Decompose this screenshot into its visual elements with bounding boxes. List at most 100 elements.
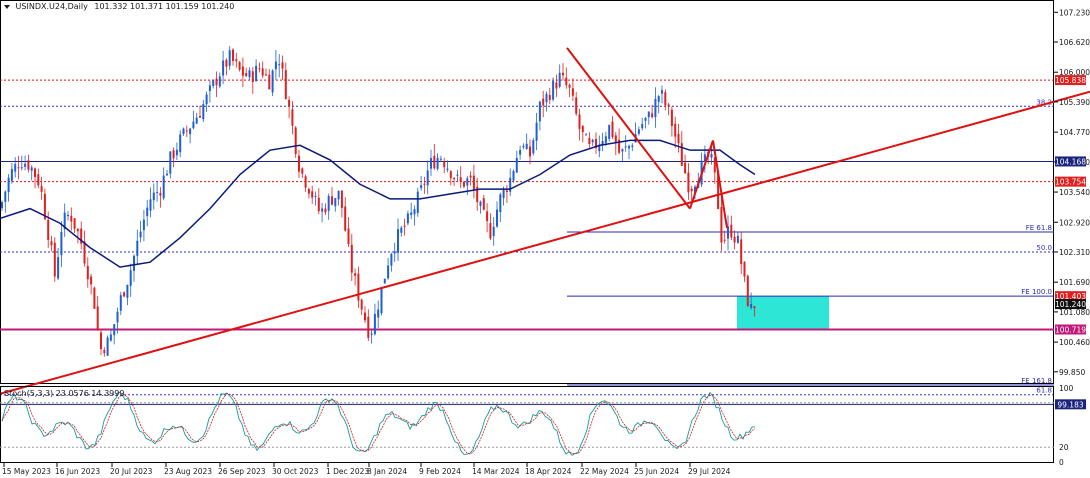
candle-body bbox=[545, 93, 548, 103]
candle-body bbox=[156, 191, 159, 193]
candle-body bbox=[10, 169, 13, 181]
candle-body bbox=[232, 49, 234, 62]
candle-body bbox=[139, 231, 142, 238]
candle-body bbox=[288, 99, 291, 107]
candle-body bbox=[146, 207, 149, 217]
candle-body bbox=[370, 333, 373, 335]
candle-body bbox=[581, 125, 584, 133]
stoch-level-label: 20 bbox=[1059, 443, 1069, 452]
candle-body bbox=[608, 124, 611, 139]
candle-body bbox=[215, 78, 218, 86]
candle-body bbox=[202, 104, 205, 120]
candle-body bbox=[736, 235, 739, 243]
candle-body bbox=[182, 128, 185, 134]
candle-body bbox=[241, 66, 244, 76]
candle-body bbox=[637, 129, 640, 134]
candle-body bbox=[680, 143, 683, 166]
candle-body bbox=[307, 188, 310, 194]
candle-body bbox=[152, 192, 155, 201]
price-badge-text: 101.403 bbox=[1055, 292, 1086, 301]
candle-body bbox=[133, 255, 135, 271]
candle-body bbox=[403, 225, 406, 227]
trendline bbox=[0, 90, 1090, 395]
candle-body bbox=[294, 127, 297, 154]
y-tick-label: 107.230 bbox=[1059, 8, 1090, 17]
candle-body bbox=[265, 74, 267, 76]
candle-body bbox=[40, 186, 43, 192]
trendline bbox=[689, 140, 714, 209]
candle-body bbox=[598, 144, 601, 152]
ohlc-values: 101.332 101.371 101.159 101.240 bbox=[94, 2, 235, 11]
candle-body bbox=[555, 82, 558, 89]
time-axis: 15 May 2023 16 Jun 2023 20 Jul 2023 23 Aug … bbox=[2, 463, 731, 476]
candle-body bbox=[364, 312, 366, 321]
x-tick-label: 9 Feb 2024 bbox=[419, 467, 461, 476]
candle-body bbox=[433, 155, 436, 169]
candle-body bbox=[505, 190, 508, 192]
price-badge-text: 104.168 bbox=[1055, 157, 1086, 166]
candle-body bbox=[261, 68, 264, 76]
price-badge bbox=[1055, 399, 1086, 410]
candle-body bbox=[377, 309, 380, 318]
trendline bbox=[712, 140, 728, 229]
price-badge-text: 100.719 bbox=[1055, 325, 1086, 334]
candle-body bbox=[106, 337, 109, 356]
candle-body bbox=[743, 261, 746, 277]
candle-body bbox=[387, 265, 390, 279]
candle-body bbox=[720, 207, 723, 243]
y-tick-label: 105.390 bbox=[1059, 98, 1090, 107]
candle-body bbox=[248, 70, 251, 78]
candle-body bbox=[212, 80, 215, 86]
candle-body bbox=[562, 72, 564, 76]
candle-body bbox=[727, 226, 729, 239]
candle-body bbox=[647, 111, 650, 118]
candle-body bbox=[449, 171, 452, 179]
y-tick-label: 101.080 bbox=[1059, 308, 1090, 317]
candle-body bbox=[416, 191, 419, 213]
main-frame bbox=[0, 0, 1054, 384]
candle-body bbox=[631, 145, 634, 147]
candle-body bbox=[268, 74, 271, 90]
candle-body bbox=[684, 162, 687, 174]
candle-body bbox=[548, 94, 551, 101]
candle-body bbox=[571, 88, 574, 96]
candle-body bbox=[34, 168, 36, 178]
candle-body bbox=[291, 109, 294, 126]
stoch-k-line bbox=[1, 391, 756, 456]
candle-body bbox=[86, 265, 89, 280]
candle-body bbox=[522, 145, 525, 148]
candle-body bbox=[57, 257, 60, 279]
candle-body bbox=[67, 214, 69, 217]
candle-body bbox=[350, 244, 353, 273]
candle-body bbox=[667, 104, 670, 107]
candle-body bbox=[390, 253, 393, 266]
candle-body bbox=[397, 229, 399, 253]
candle-body bbox=[314, 195, 317, 197]
candle-body bbox=[126, 284, 129, 298]
candle-body bbox=[677, 133, 680, 144]
y-tick-label: 106.000 bbox=[1059, 68, 1090, 77]
candle-body bbox=[373, 313, 376, 335]
x-tick-label: 23 Aug 2023 bbox=[164, 467, 212, 476]
candle-body bbox=[17, 167, 20, 169]
candle-body bbox=[83, 241, 86, 264]
candle-body bbox=[208, 85, 211, 92]
y-tick-label: 100.460 bbox=[1059, 338, 1090, 347]
stochastic-panel: 10080200 bbox=[0, 384, 1074, 467]
candle-body bbox=[7, 177, 10, 193]
chevron-down-icon[interactable] bbox=[4, 4, 10, 9]
candle-body bbox=[301, 168, 304, 174]
candle-body bbox=[43, 193, 46, 220]
candle-body bbox=[340, 190, 343, 208]
candle-body bbox=[502, 188, 505, 198]
candle-body bbox=[687, 172, 690, 193]
y-tick-label: 101.690 bbox=[1059, 278, 1090, 287]
candle-body bbox=[50, 241, 53, 246]
candle-body bbox=[367, 316, 370, 338]
candle-body bbox=[324, 208, 327, 213]
candle-body bbox=[618, 139, 621, 153]
price-badge-text: 103.754 bbox=[1055, 178, 1086, 187]
candle-body bbox=[426, 170, 429, 186]
price-badge bbox=[1055, 75, 1086, 86]
